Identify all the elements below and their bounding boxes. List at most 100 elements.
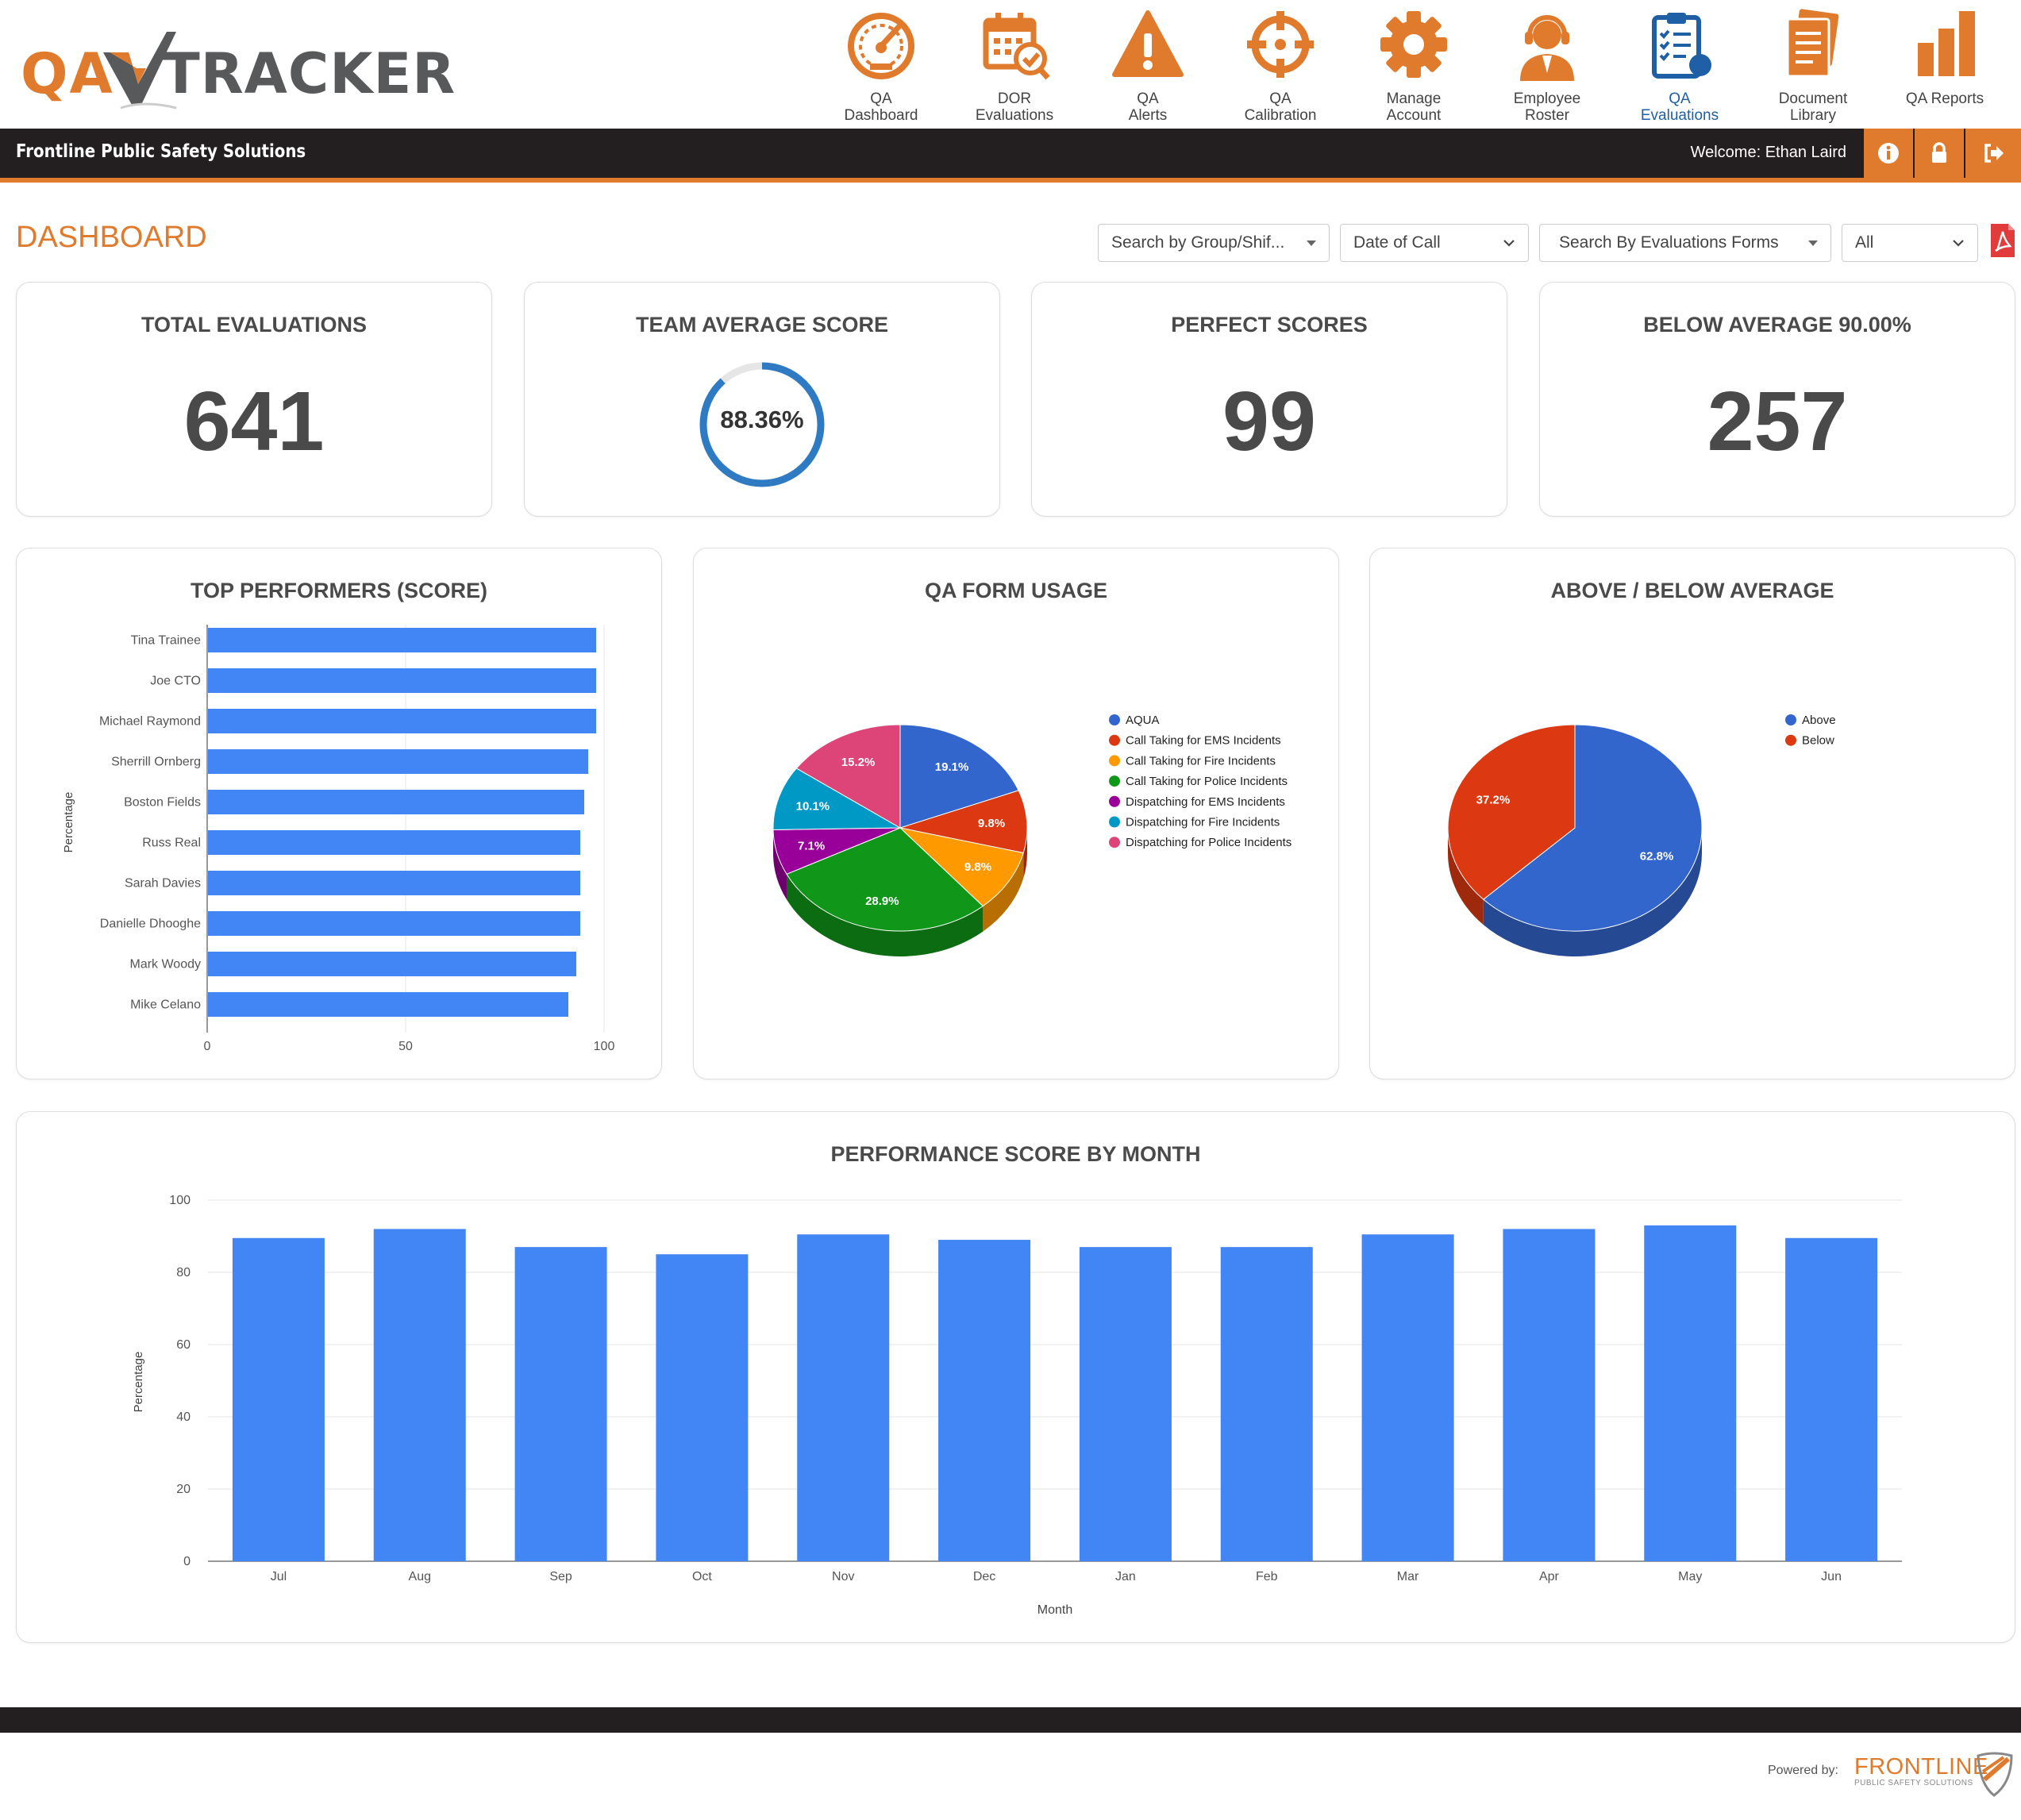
bar: [208, 911, 580, 936]
nav-qa-dashboard[interactable]: QA Dashboard: [818, 8, 945, 124]
tick-label: Jun: [1821, 1570, 1842, 1583]
qa-tracker-logo[interactable]: QA TRACKER: [21, 24, 455, 111]
legend-label: Dispatching for EMS Incidents: [1126, 795, 1285, 809]
lock-button[interactable]: [1915, 129, 1964, 178]
tick-label: Sarah Davies: [125, 877, 201, 891]
warning-icon: [1112, 10, 1184, 77]
bar: [208, 628, 596, 652]
pie-data-label: 15.2%: [841, 756, 876, 769]
above-below-card: ABOVE / BELOW AVERAGE 62.8% 37.2% Above Bel…: [1369, 548, 2015, 1079]
bar: [1361, 1234, 1454, 1561]
tick-label: Jul: [271, 1570, 287, 1583]
caret-down-icon: [1808, 240, 1818, 246]
evaluation-forms-value: Search By Evaluations Forms: [1559, 233, 1779, 252]
welcome-text: Welcome: Ethan Laird: [1690, 144, 1846, 161]
legend-label: Above: [1802, 714, 1836, 727]
above-below-chart: 62.8% 37.2% Above Below: [1447, 714, 1836, 956]
tick-label: Joe CTO: [150, 675, 201, 688]
date-of-call-select[interactable]: Date of Call: [1340, 224, 1529, 262]
bar: [1079, 1247, 1172, 1561]
chevron-down-icon: [1503, 240, 1515, 247]
card-title: PERFECT SCORES: [1171, 313, 1368, 337]
pie-slice-side: [1483, 828, 1702, 956]
tick-label: 100: [169, 1194, 191, 1207]
nav-qa-alerts[interactable]: QA Alerts: [1084, 8, 1211, 124]
nav-qa-reports[interactable]: QA Reports: [1881, 8, 2008, 123]
legend-label: Call Taking for Fire Incidents: [1126, 754, 1276, 768]
pie-data-label: 62.8%: [1640, 850, 1674, 864]
tick-label: 40: [176, 1410, 191, 1424]
pie-slice: [1482, 724, 1703, 932]
nav-qa-calibration[interactable]: QA Calibration: [1217, 8, 1344, 124]
organization-name: Frontline Public Safety Solutions: [16, 141, 306, 162]
bar: [514, 1247, 607, 1561]
axis-label: Percentage: [62, 792, 75, 853]
bar: [208, 992, 568, 1017]
bar: [208, 709, 596, 733]
legend-label: AQUA: [1126, 714, 1160, 727]
frontline-shield-icon: [1977, 1752, 2013, 1797]
nav-manage-account[interactable]: Manage Account: [1350, 8, 1477, 124]
bar: [232, 1237, 325, 1561]
pie-slice-side: [786, 874, 984, 956]
pie-data-label: 7.1%: [798, 839, 825, 852]
info-icon: [1878, 143, 1899, 164]
tick-label: Feb: [1256, 1570, 1278, 1583]
evaluation-forms-select[interactable]: Search By Evaluations Forms: [1539, 224, 1831, 262]
nav-label: DOR Evaluations: [975, 90, 1054, 124]
perfect-scores-card: PERFECT SCORES 99: [1031, 282, 1507, 517]
tick-label: Michael Raymond: [99, 715, 201, 729]
pdf-icon[interactable]: [1989, 222, 2016, 259]
frontline-logo[interactable]: FRONTLINE PUBLIC SAFETY SOLUTIONS: [1854, 1755, 1989, 1795]
group-shift-value: Search by Group/Shif...: [1111, 233, 1285, 252]
total-evaluations-value: 641: [183, 375, 325, 468]
group-shift-select[interactable]: Search by Group/Shif...: [1098, 224, 1330, 262]
legend-label: Below: [1802, 734, 1834, 748]
team-average-value: 88.36%: [720, 406, 804, 433]
monthly-performance-chart: 0 20 40 60 80 100 Jul Aug Sep Oct Nov Dec Jan Feb Mar A…: [132, 1194, 1902, 1617]
info-button[interactable]: [1864, 129, 1913, 178]
logout-button[interactable]: [1965, 129, 2021, 178]
legend-swatch: [1109, 816, 1120, 828]
team-average-card: TEAM AVERAGE SCORE 88.36%: [524, 282, 1000, 517]
clipboard-checklist-icon: [1652, 13, 1711, 79]
bar: [208, 668, 596, 693]
nav-dor-evaluations[interactable]: DOR Evaluations: [951, 8, 1078, 124]
top-performers-chart: Tina Trainee Joe CTO Michael Raymond Sherri…: [62, 625, 615, 1053]
legend-swatch: [1109, 714, 1120, 725]
bar: [797, 1234, 890, 1561]
below-average-card: BELOW AVERAGE 90.00% 257: [1539, 282, 2015, 517]
pie-data-label: 9.8%: [964, 860, 991, 874]
nav-qa-evaluations[interactable]: QA Evaluations: [1616, 8, 1743, 124]
crosshair-icon: [1247, 11, 1314, 78]
bar: [1220, 1247, 1313, 1561]
tick-label: Russ Real: [142, 837, 201, 850]
tick-label: Danielle Dhooghe: [100, 918, 201, 931]
tick-label: Jan: [1115, 1570, 1136, 1583]
tick-label: Boston Fields: [124, 796, 201, 810]
monthly-performance-card: PERFORMANCE SCORE BY MONTH 0 20 40 60 80 100 J…: [16, 1111, 2015, 1643]
pie-data-label: 28.9%: [865, 895, 899, 908]
axis-label: Percentage: [132, 1352, 145, 1413]
all-select[interactable]: All: [1842, 224, 1978, 262]
nav-label: Document Library: [1778, 90, 1848, 124]
tick-label: May: [1678, 1570, 1702, 1583]
bar: [208, 790, 584, 814]
nav-label: Employee Roster: [1513, 90, 1581, 124]
chevron-down-icon: [1953, 240, 1964, 247]
bar-chart-icon: [1918, 11, 1975, 76]
tick-label: 50: [398, 1040, 413, 1053]
pie-slice: [1447, 724, 1576, 900]
bar: [656, 1254, 749, 1561]
nav-employee-roster[interactable]: Employee Roster: [1484, 8, 1611, 124]
tick-label: Dec: [973, 1570, 995, 1583]
chart-title: PERFORMANCE SCORE BY MONTH: [830, 1142, 1201, 1166]
nav-document-library[interactable]: Document Library: [1750, 8, 1877, 124]
nav-label: QA Calibration: [1244, 90, 1317, 124]
logo-tracker-text: TRACKER: [162, 41, 456, 106]
caret-down-icon: [1307, 240, 1316, 246]
tick-label: 60: [176, 1338, 191, 1352]
pie-slice-side: [1448, 828, 1484, 925]
tick-label: 100: [594, 1040, 615, 1053]
card-title: TEAM AVERAGE SCORE: [635, 313, 889, 337]
